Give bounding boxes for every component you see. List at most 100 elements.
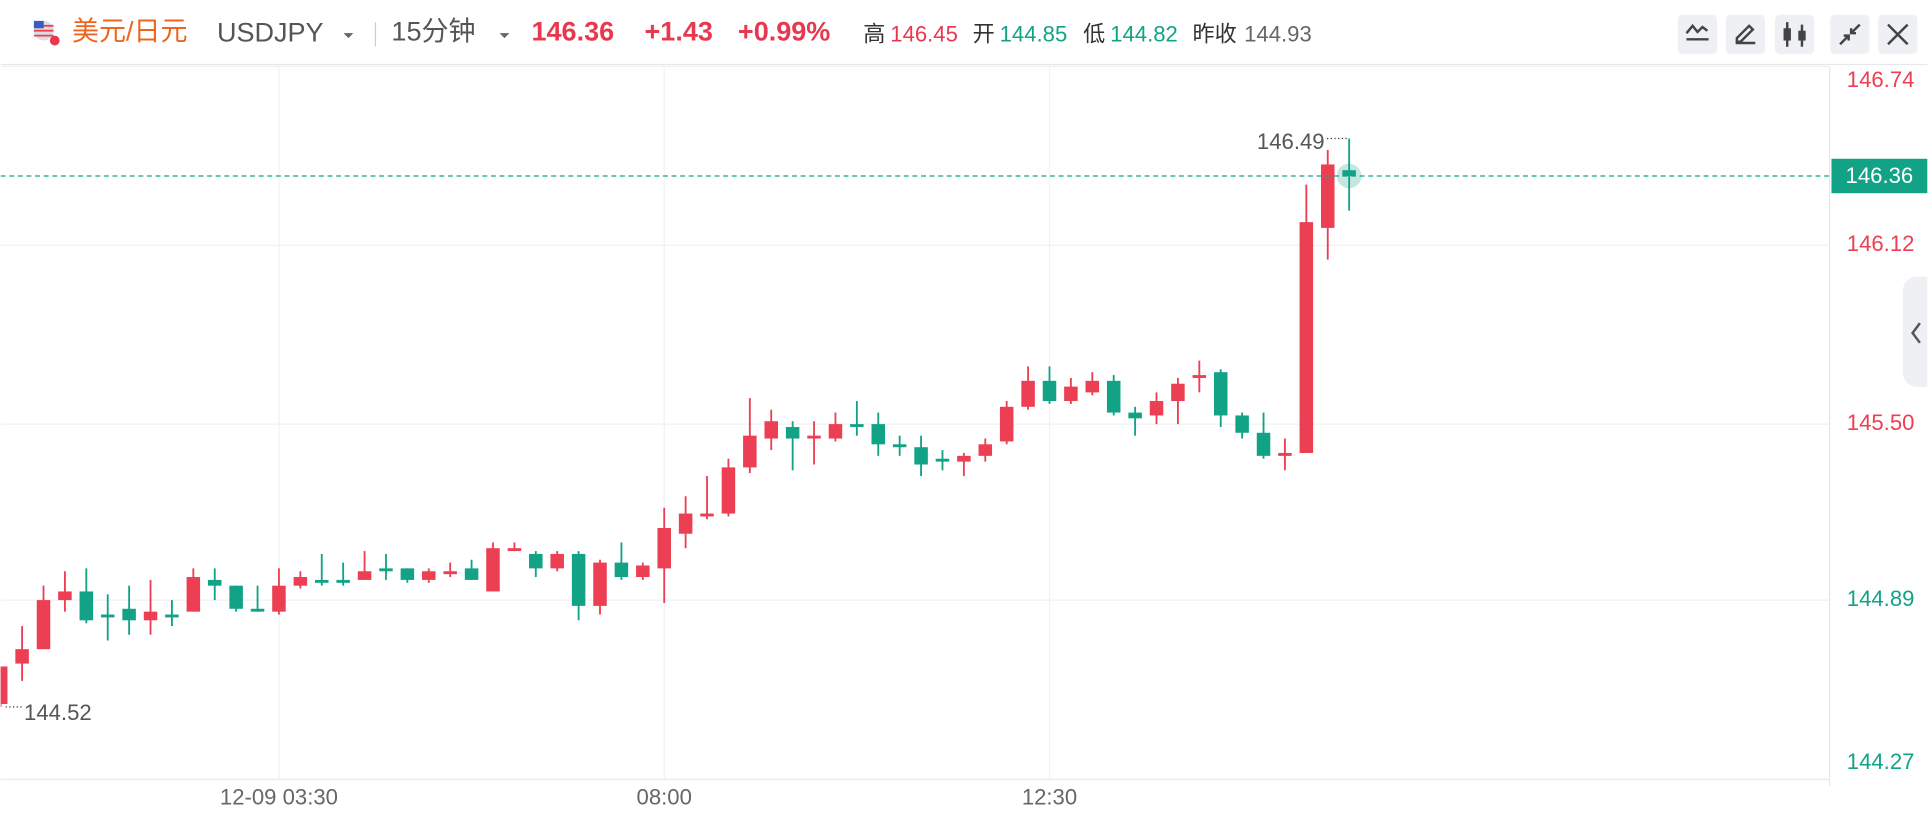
candle-body xyxy=(36,600,51,650)
last-price-label: 146.36 xyxy=(1846,163,1914,188)
candle-body xyxy=(229,585,243,609)
side-tab[interactable] xyxy=(1902,276,1928,388)
last-price-glow xyxy=(1336,163,1362,189)
max-label: 146.49 xyxy=(1257,129,1325,154)
candle-body xyxy=(464,568,479,580)
pair[interactable]: 美元/日元 xyxy=(72,16,188,46)
candle-body xyxy=(828,424,843,439)
y-tick-label: 144.27 xyxy=(1847,749,1915,774)
interval[interactable]: 15分钟 xyxy=(391,16,475,46)
y-tick-label: 144.89 xyxy=(1847,586,1915,611)
low-value: 144.82 xyxy=(1110,21,1178,46)
candle-body xyxy=(1213,372,1228,416)
candle-body xyxy=(571,553,586,606)
candle-body xyxy=(336,579,350,583)
candle-body xyxy=(550,553,564,569)
candle-body xyxy=(315,579,329,583)
candle-body xyxy=(122,608,136,621)
candle-body xyxy=(636,565,650,578)
candle-body xyxy=(764,421,778,439)
indicator-button[interactable] xyxy=(1677,14,1718,55)
flag-icon xyxy=(33,20,60,46)
candle-body xyxy=(1171,383,1185,402)
candle-body xyxy=(1342,170,1356,176)
candle-body xyxy=(700,513,714,517)
high-value: 146.45 xyxy=(890,21,958,46)
prev-close-value: 144.93 xyxy=(1244,21,1312,46)
last-price-box xyxy=(1831,158,1928,194)
candle-body xyxy=(379,568,393,572)
x-tick-label: 12:30 xyxy=(1022,784,1077,809)
candle-body xyxy=(999,406,1014,442)
plot xyxy=(0,138,1830,707)
candle-body xyxy=(100,614,115,618)
draw-button[interactable] xyxy=(1725,14,1766,55)
high-label: 高 xyxy=(863,21,885,46)
candle-body xyxy=(1299,222,1314,453)
candle-body xyxy=(422,571,436,580)
candle-body xyxy=(678,513,693,534)
candle-body xyxy=(721,467,736,514)
candle-body xyxy=(1149,401,1164,416)
candle-body xyxy=(785,427,800,439)
candle-body xyxy=(871,424,886,445)
last-price: 146.36 xyxy=(531,16,614,46)
symbol-dropdown[interactable] xyxy=(343,33,354,39)
candle-body xyxy=(1320,164,1335,228)
collapse-button[interactable] xyxy=(1830,14,1870,55)
candle-button[interactable] xyxy=(1774,14,1815,55)
grid xyxy=(0,65,1830,780)
candle-body xyxy=(400,568,415,580)
candle-body xyxy=(165,614,179,618)
close-button[interactable] xyxy=(1878,14,1918,55)
candle-body xyxy=(614,562,629,578)
candle-body xyxy=(914,447,928,465)
candle-body xyxy=(957,455,971,462)
candle-body xyxy=(935,458,950,462)
x-tick-label: 08:00 xyxy=(637,784,692,809)
candle-body xyxy=(1235,415,1249,433)
candle-body xyxy=(0,666,8,704)
candle-body xyxy=(186,577,201,612)
candle-body xyxy=(143,611,158,621)
candle-body xyxy=(850,424,864,428)
labels: 146.74 146.12 145.50 144.89 144.27 12-09 03:3… xyxy=(5,67,1928,809)
change-pct: +0.99% xyxy=(738,16,830,46)
candle-body xyxy=(293,577,308,586)
candle-body xyxy=(250,608,265,612)
prev-close-label: 昨收 xyxy=(1193,21,1237,46)
candle-body xyxy=(1106,380,1121,413)
candle-body xyxy=(15,649,29,664)
candle-body xyxy=(743,435,757,468)
candle-body xyxy=(978,444,993,456)
candle-body xyxy=(593,562,607,606)
open-label: 开 xyxy=(973,21,995,46)
candle-body xyxy=(892,444,907,448)
candle-body xyxy=(1256,432,1271,456)
candle-body xyxy=(1021,380,1035,407)
candle-body xyxy=(507,548,522,552)
candle-body xyxy=(79,591,94,621)
candle-body xyxy=(1085,380,1100,393)
candle-body xyxy=(357,571,372,580)
toolbar xyxy=(1677,14,1918,55)
y-tick-label: 146.12 xyxy=(1847,231,1915,256)
candle-body xyxy=(1192,375,1207,378)
candle-body xyxy=(486,548,500,592)
min-label: 144.52 xyxy=(24,700,92,725)
candle-body xyxy=(1042,380,1057,402)
candle-body xyxy=(529,553,543,569)
candle-body xyxy=(58,591,72,601)
open-value: 144.85 xyxy=(1000,21,1068,46)
low-label: 低 xyxy=(1083,21,1105,46)
x-tick-label: 12-09 03:30 xyxy=(220,784,338,809)
candle-body xyxy=(657,527,671,569)
candle-body xyxy=(443,571,457,575)
symbol[interactable]: USDJPY xyxy=(217,18,324,48)
interval-dropdown[interactable] xyxy=(499,33,510,39)
candle-body xyxy=(1278,452,1292,456)
change: +1.43 xyxy=(645,16,713,46)
